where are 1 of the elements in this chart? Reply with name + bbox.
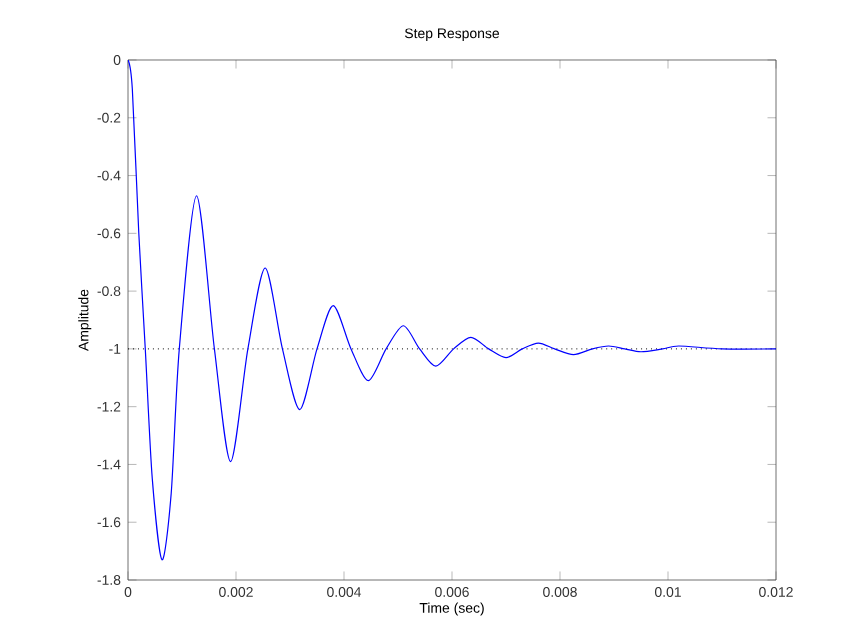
line-series (128, 59, 777, 561)
